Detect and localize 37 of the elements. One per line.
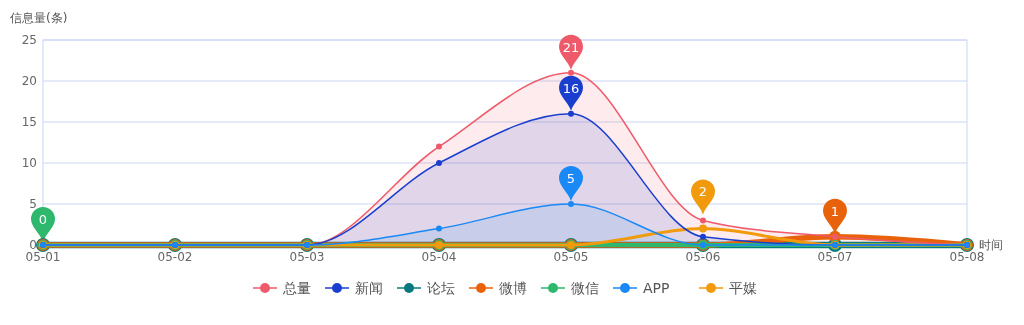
annotation: 21 (562, 39, 580, 55)
point (700, 233, 706, 240)
y-axis-title: 信息量(条) (10, 11, 68, 25)
x-tick-label: 05-02 (157, 250, 193, 264)
x-tick-label: 05-05 (553, 250, 589, 264)
legend-label: 微信 (571, 280, 599, 296)
y-tick-label: 10 (21, 156, 37, 170)
point (699, 224, 707, 233)
annotation: 5 (566, 171, 576, 186)
point (436, 160, 442, 166)
point (700, 217, 706, 224)
x-tick-label: 05-06 (685, 250, 721, 264)
x-axis-title: 时间 (979, 238, 1003, 252)
annotation: 16 (562, 80, 580, 96)
point (568, 69, 574, 76)
y-tick-label: 20 (21, 74, 37, 88)
x-tick-label: 05-04 (421, 250, 457, 264)
point (436, 225, 442, 232)
x-tick-label: 05-08 (949, 250, 985, 264)
y-tick-label: 15 (21, 115, 37, 129)
point (568, 201, 574, 207)
legend-label: 平媒 (729, 280, 757, 296)
point (436, 143, 442, 150)
y-tick-label: 0 (29, 238, 37, 252)
x-tick-label: 05-03 (289, 250, 325, 264)
legend-label: 新闻 (355, 280, 383, 296)
x-tick-label: 05-01 (25, 250, 61, 264)
annotation: 2 (698, 184, 708, 200)
x-tick-label: 05-07 (817, 250, 853, 264)
legend-label: APP (643, 280, 670, 296)
y-tick-label: 25 (21, 33, 37, 47)
annotation: 1 (830, 203, 840, 219)
point (568, 110, 574, 117)
legend-label: 论坛 (427, 280, 455, 296)
legend-label: 总量 (282, 280, 311, 296)
y-tick-label: 5 (29, 197, 37, 211)
legend-label: 微博 (499, 280, 527, 296)
